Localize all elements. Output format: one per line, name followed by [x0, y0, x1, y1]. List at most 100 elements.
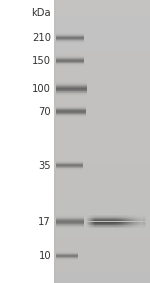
Bar: [56, 107, 86, 108]
Bar: [56, 99, 87, 100]
Bar: [88, 219, 89, 220]
Bar: [140, 215, 141, 216]
Bar: [114, 226, 115, 227]
Bar: [101, 221, 102, 222]
Bar: [128, 222, 129, 223]
Bar: [109, 221, 110, 222]
Bar: [128, 218, 129, 219]
Bar: [97, 219, 98, 220]
Bar: [56, 85, 87, 86]
Text: 10: 10: [38, 251, 51, 261]
Bar: [56, 62, 84, 63]
Bar: [113, 229, 114, 230]
Bar: [56, 97, 87, 98]
Bar: [118, 223, 119, 224]
Bar: [126, 219, 127, 220]
Bar: [56, 105, 86, 106]
Bar: [56, 219, 84, 220]
Bar: [94, 220, 95, 221]
Bar: [56, 84, 87, 85]
Bar: [129, 218, 130, 219]
Bar: [104, 218, 105, 219]
Bar: [111, 218, 112, 219]
Bar: [129, 217, 130, 218]
Bar: [103, 224, 104, 225]
Bar: [107, 223, 108, 224]
Bar: [118, 217, 119, 218]
Bar: [56, 257, 78, 258]
Bar: [141, 226, 142, 227]
Bar: [90, 227, 91, 228]
Bar: [120, 224, 121, 225]
Bar: [56, 55, 84, 56]
Bar: [102, 229, 103, 230]
Bar: [114, 219, 115, 220]
Bar: [56, 110, 86, 111]
Bar: [128, 229, 129, 230]
Bar: [56, 232, 84, 233]
Bar: [125, 228, 126, 229]
Bar: [115, 217, 116, 218]
Bar: [131, 216, 132, 217]
Bar: [56, 53, 84, 54]
Bar: [142, 227, 143, 228]
Bar: [115, 215, 116, 216]
Bar: [102, 224, 103, 225]
Bar: [122, 225, 123, 226]
Bar: [107, 226, 108, 227]
Bar: [95, 220, 96, 221]
Bar: [124, 225, 125, 226]
Bar: [116, 224, 117, 225]
Bar: [123, 228, 124, 229]
Bar: [138, 226, 139, 227]
Bar: [88, 229, 89, 230]
Bar: [126, 215, 127, 216]
Bar: [92, 215, 93, 216]
Bar: [56, 253, 78, 254]
Bar: [143, 218, 144, 219]
Bar: [56, 106, 86, 107]
Bar: [118, 224, 119, 225]
Bar: [134, 223, 135, 224]
Bar: [114, 229, 115, 230]
Bar: [132, 223, 133, 224]
Bar: [94, 214, 95, 215]
Bar: [99, 226, 100, 227]
Bar: [132, 220, 133, 221]
Bar: [144, 218, 145, 219]
Bar: [94, 217, 95, 218]
Bar: [89, 227, 90, 228]
Bar: [56, 65, 84, 66]
Bar: [108, 229, 109, 230]
Bar: [137, 215, 138, 216]
Bar: [120, 225, 121, 226]
Bar: [123, 224, 124, 225]
Bar: [92, 219, 93, 220]
Bar: [86, 221, 87, 222]
Bar: [95, 223, 96, 224]
Bar: [111, 217, 112, 218]
Bar: [90, 221, 91, 222]
Bar: [108, 219, 109, 220]
Bar: [110, 215, 111, 216]
Bar: [96, 224, 97, 225]
Bar: [99, 220, 100, 221]
Bar: [87, 215, 88, 216]
Bar: [139, 224, 140, 225]
Bar: [142, 219, 143, 220]
Bar: [117, 227, 118, 228]
Bar: [93, 224, 94, 225]
Bar: [111, 215, 112, 216]
Bar: [94, 226, 95, 227]
Bar: [103, 218, 104, 219]
Bar: [96, 229, 97, 230]
Bar: [56, 259, 78, 260]
Bar: [124, 224, 125, 225]
Bar: [139, 221, 140, 222]
Bar: [101, 227, 102, 228]
Bar: [91, 216, 92, 217]
Bar: [98, 214, 99, 215]
Bar: [125, 227, 126, 228]
Bar: [98, 215, 99, 216]
Bar: [105, 218, 106, 219]
